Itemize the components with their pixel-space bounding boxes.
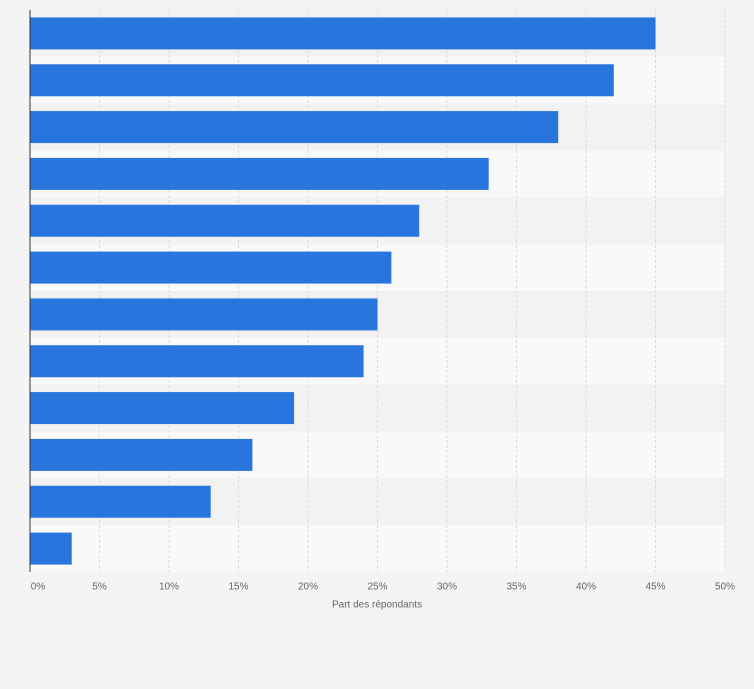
x-tick-label: 5% [92,582,107,593]
bar [30,204,420,237]
bar [30,251,392,284]
bar [30,345,364,378]
bar [30,532,72,565]
bar [30,17,656,50]
bar [30,157,489,190]
x-tick-label: 50% [715,582,735,593]
bar [30,111,559,144]
bar [30,438,253,471]
bar [30,64,614,97]
x-tick-label: 35% [506,582,526,593]
x-tick-label: 15% [228,582,248,593]
x-tick-label: 20% [298,582,318,593]
x-axis-label: Part des répondants [332,600,422,611]
bar [30,298,378,331]
x-tick-label: 40% [576,582,596,593]
x-tick-label: 30% [437,582,457,593]
x-tick-label: 0% [31,582,46,593]
bar [30,392,295,425]
x-tick-label: 10% [159,582,179,593]
bar [30,485,211,518]
x-tick-label: 45% [645,582,665,593]
x-tick-label: 25% [367,582,387,593]
